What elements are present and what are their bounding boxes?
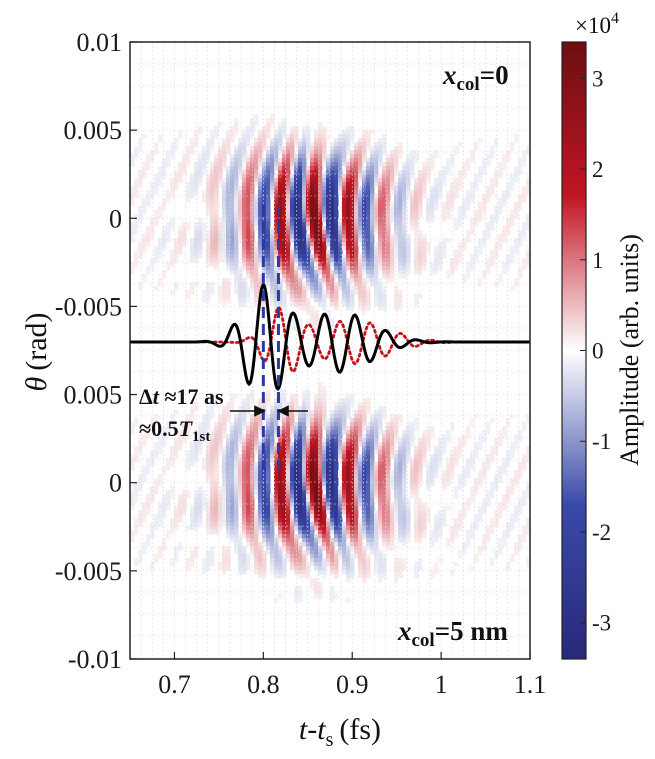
colorbar-exponent: ×104 [575,10,619,38]
colorbar-tick-label: -3 [592,611,611,636]
x-tick-label: 0.8 [247,670,280,699]
y-axis-label: θ(rad) [20,312,53,391]
y-tick-label: 0.01 [77,28,123,57]
delta-t-annotation: Δt ≈17 as [139,384,224,409]
colorbar-tick-label: -1 [592,429,611,454]
panel-label-bottom: xcol=5 nm [397,616,508,651]
waveform-solid [130,283,530,392]
marker-lines [261,205,280,470]
y-tick-label: -0.01 [68,645,122,674]
heatmap [130,114,530,603]
plot-frame [129,41,531,660]
colorbar-ticks: 3 2 1 0 -1 -2 -3 [580,66,611,636]
colorbar-tick-label: 2 [592,157,604,182]
y-tick-label: 0 [109,469,122,498]
colorbar-tick-label: 3 [592,66,604,91]
colorbar-tick-label: -2 [592,520,611,545]
x-tick-label: 0.7 [158,670,191,699]
y-axis: 0.01 0.005 0 -0.005 0.005 0 -0.005 -0.01 [55,28,137,674]
colorbar-tick-label: 1 [592,248,604,273]
x-axis: 0.7 0.8 0.9 1 1.1 [158,652,546,699]
x-axis-label: t-ts (fs) [299,713,381,751]
period-annotation: ≈0.5T1st [139,416,210,445]
y-tick-label: 0.005 [64,381,123,410]
y-tick-label: 0 [109,204,122,233]
y-tick-label: -0.005 [55,557,122,586]
waveforms [130,283,530,392]
colorbar-tick-label: 0 [592,339,604,364]
y-tick-label: 0.005 [64,116,123,145]
y-tick-label: -0.005 [55,292,122,321]
x-tick-label: 1 [435,670,448,699]
x-tick-label: 0.9 [336,670,369,699]
x-tick-label: 1.1 [514,670,547,699]
panel-label-top: xcol=0 [442,60,509,95]
colorbar-label: Amplitude (arb. units) [615,234,644,466]
delta-t-arrows [230,405,308,417]
